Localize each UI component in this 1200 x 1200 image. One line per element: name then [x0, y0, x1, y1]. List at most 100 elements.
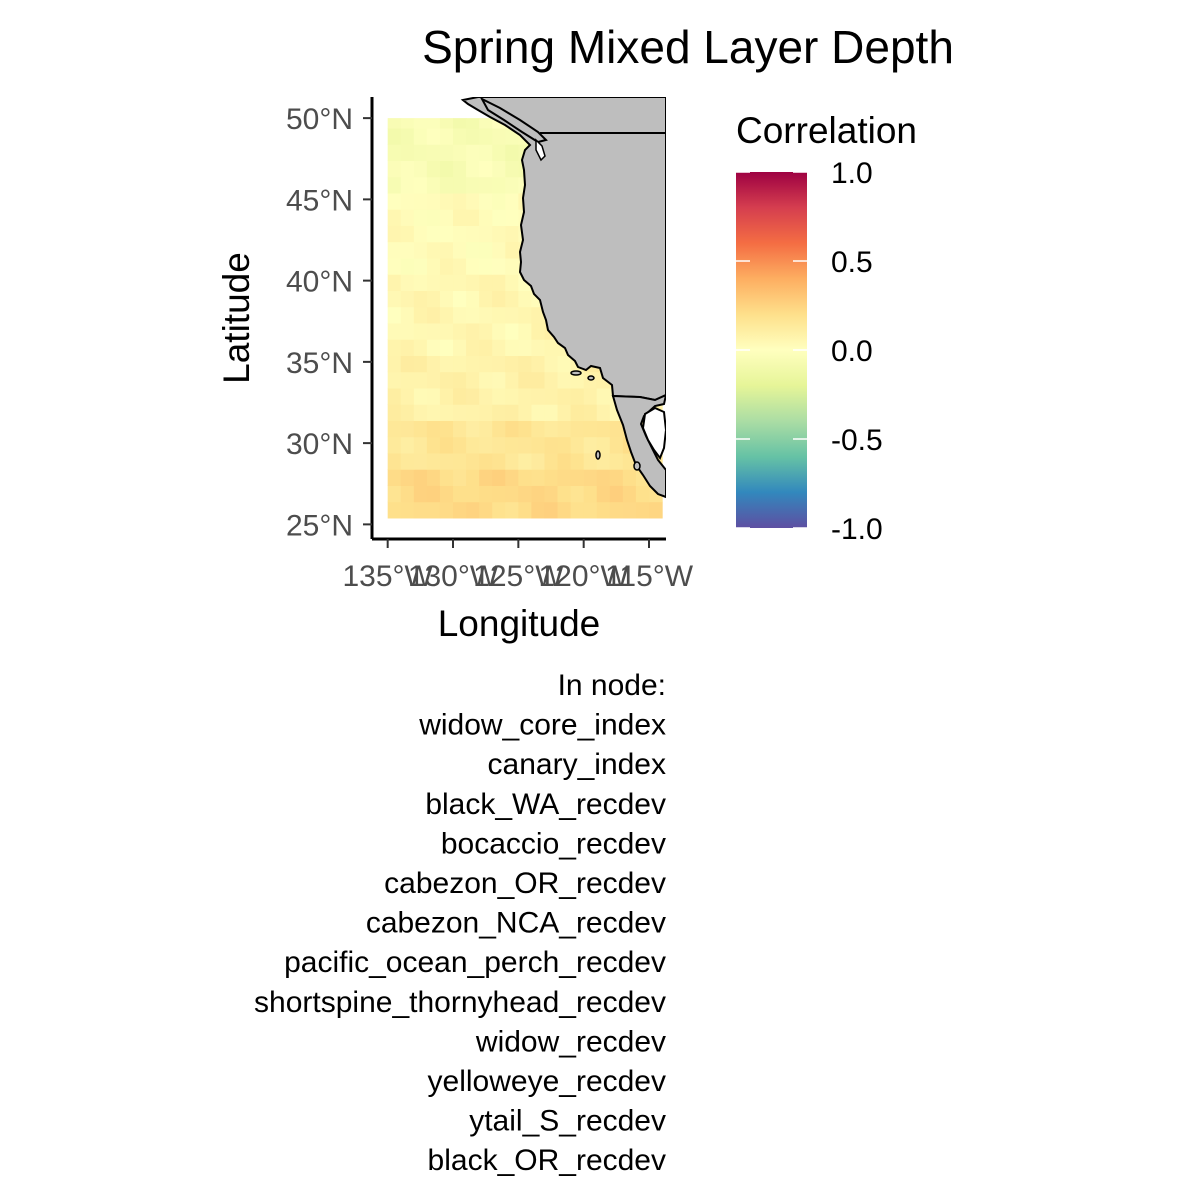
heatmap-cell: [466, 144, 480, 161]
heatmap-cell: [387, 501, 402, 519]
heatmap-cell: [413, 452, 428, 470]
heatmap-cell: [400, 274, 415, 291]
heatmap-cell: [400, 144, 415, 161]
heatmap-cell: [439, 192, 454, 210]
heatmap-cell: [479, 501, 493, 519]
heatmap-cell: [505, 339, 519, 356]
heatmap-cell: [531, 436, 546, 454]
heatmap-cell: [505, 420, 519, 438]
heatmap-cell: [492, 355, 506, 373]
heatmap-cell: [453, 274, 467, 291]
heatmap-cell: [453, 322, 467, 340]
heatmap-cell: [557, 501, 572, 519]
y-axis: 50°N 45°N 40°N 35°N 30°N 25°N: [286, 103, 372, 542]
plot-title: Spring Mixed Layer Depth: [422, 21, 954, 73]
heatmap-cell: [453, 290, 467, 308]
heatmap-cell: [492, 371, 506, 389]
heatmap-cell: [426, 160, 441, 178]
heatmap-cell: [439, 339, 454, 356]
heatmap-cell: [413, 290, 428, 308]
heatmap-cell: [453, 241, 467, 259]
heatmap-cell: [466, 371, 480, 389]
heatmap-cell: [387, 274, 402, 291]
heatmap-cell: [387, 160, 402, 178]
heatmap-cell: [544, 485, 559, 503]
heatmap-cell: [583, 420, 598, 438]
channel-island: [570, 370, 582, 376]
heatmap-cell: [453, 436, 467, 454]
heatmap-cell: [400, 355, 415, 373]
heatmap-cell: [453, 192, 467, 210]
heatmap-cell: [387, 420, 402, 438]
heatmap-cell: [413, 225, 428, 243]
heatmap-cell: [400, 420, 415, 438]
heatmap-cell: [622, 485, 637, 503]
heatmap-cell: [531, 485, 546, 503]
cedros-island: [633, 461, 641, 471]
heatmap-cell: [413, 355, 428, 373]
heatmap-cell: [492, 306, 506, 324]
heatmap-cell: [505, 192, 519, 210]
heatmap-cell: [466, 485, 480, 503]
heatmap-cell: [439, 290, 454, 308]
heatmap-cell: [479, 160, 493, 178]
heatmap-cell: [466, 290, 480, 308]
heatmap-cell: [609, 485, 624, 503]
heatmap-cell: [439, 144, 454, 161]
heatmap-cell: [453, 118, 467, 129]
heatmap-cell: [492, 290, 506, 308]
heatmap-cell: [387, 118, 402, 129]
heatmap-cell: [439, 501, 454, 519]
heatmap-cell: [544, 420, 559, 438]
heatmap-cell: [596, 387, 611, 405]
heatmap-cell: [466, 420, 480, 438]
heatmap-cell: [531, 371, 546, 389]
heatmap-cell: [505, 176, 519, 194]
heatmap-cell: [596, 436, 611, 454]
heatmap-cell: [453, 209, 467, 226]
heatmap-cell: [387, 127, 402, 145]
heatmap-cell: [479, 452, 493, 470]
heatmap-cell: [400, 225, 415, 243]
heatmap-cell: [622, 501, 637, 519]
heatmap-cell: [439, 404, 454, 421]
heatmap-cell: [413, 192, 428, 210]
heatmap-cell: [492, 176, 506, 194]
heatmap-cell: [426, 420, 441, 438]
heatmap-cell: [453, 387, 467, 405]
heatmap-cell: [479, 176, 493, 194]
heatmap-cell: [426, 387, 441, 405]
heatmap-cell: [453, 469, 467, 486]
heatmap-cell: [426, 371, 441, 389]
legend-tick-label: 0.5: [831, 246, 873, 279]
heatmap-cell: [387, 485, 402, 503]
heatmap-cell: [492, 322, 506, 340]
heatmap-cell: [518, 306, 533, 324]
heatmap-cell: [453, 127, 467, 145]
heatmap-cell: [492, 225, 506, 243]
heatmap-cell: [387, 209, 402, 226]
heatmap-cell: [505, 501, 519, 519]
legend-title: Correlation: [736, 110, 917, 151]
heatmap-cell: [479, 144, 493, 161]
heatmap-cell: [479, 322, 493, 340]
heatmap-cell: [505, 469, 519, 486]
heatmap-cell: [479, 306, 493, 324]
y-tick-label: 25°N: [286, 509, 353, 542]
heatmap-cell: [479, 241, 493, 259]
heatmap-cell: [479, 469, 493, 486]
heatmap-cell: [570, 420, 585, 438]
heatmap-cell: [492, 241, 506, 259]
heatmap-cell: [505, 209, 519, 226]
heatmap-cell: [387, 355, 402, 373]
heatmap-cell: [466, 436, 480, 454]
node-list-item: widow_core_index: [418, 709, 666, 742]
legend-tick-label: -1.0: [831, 513, 883, 546]
heatmap-cell: [557, 436, 572, 454]
heatmap-cell: [426, 209, 441, 226]
heatmap-cell: [387, 387, 402, 405]
heatmap-cell: [531, 355, 546, 373]
heatmap-cell: [557, 404, 572, 421]
heatmap-cell: [479, 355, 493, 373]
